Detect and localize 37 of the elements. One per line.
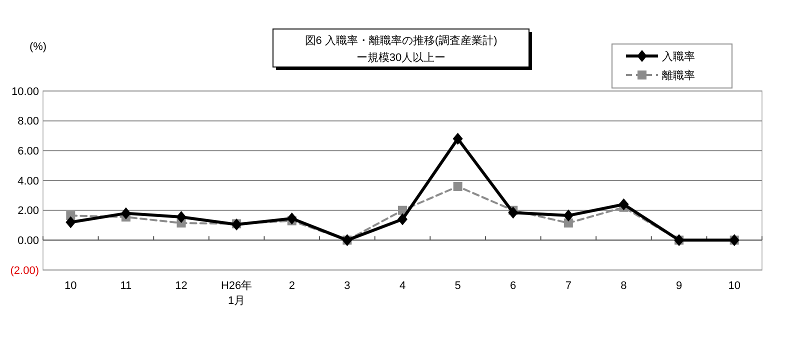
point	[176, 211, 186, 224]
x-tick-label: 12	[175, 280, 188, 292]
y-tick-label: (2.00)	[10, 264, 39, 277]
x-tick-label: 9	[676, 280, 682, 292]
chart-subtitle: ー規模30人以上ー	[356, 51, 446, 64]
point	[452, 132, 463, 145]
chart-title: 図6 入職率・離職率の推移(調査産業計)	[304, 34, 498, 47]
legend-label: 入職率	[662, 50, 695, 63]
legend-label: 離職率	[662, 68, 695, 82]
x-tick-label: 6	[510, 280, 516, 292]
y-axis-title: (%)	[29, 41, 47, 53]
point	[564, 218, 573, 228]
point	[66, 216, 76, 228]
point	[563, 210, 574, 222]
y-tick-label: 8.00	[18, 116, 39, 128]
x-tick-label: 2	[288, 280, 295, 292]
x-tick-label: H26年 1月	[220, 280, 252, 307]
x-tick-label: 5	[454, 280, 461, 292]
y-tick-label: 10.00	[11, 86, 39, 98]
point	[120, 207, 131, 220]
x-tick-label: 10	[64, 280, 77, 292]
y-tick-label: 6.00	[18, 146, 39, 158]
y-tick-label: 0.00	[18, 235, 39, 248]
x-tick-label: 4	[399, 280, 406, 292]
point	[286, 212, 297, 225]
x-tick-label: 7	[565, 280, 572, 292]
x-tick-label: 10	[728, 280, 740, 292]
point	[453, 182, 462, 191]
point	[618, 198, 629, 210]
x-tick-label: 3	[344, 280, 350, 292]
x-tick-label: 8	[620, 280, 627, 292]
y-tick-label: 4.00	[18, 175, 39, 188]
x-tick-label: 11	[120, 280, 132, 292]
y-tick-label: 2.00	[18, 205, 39, 218]
point	[398, 213, 408, 226]
point	[508, 206, 518, 219]
point	[232, 218, 242, 231]
